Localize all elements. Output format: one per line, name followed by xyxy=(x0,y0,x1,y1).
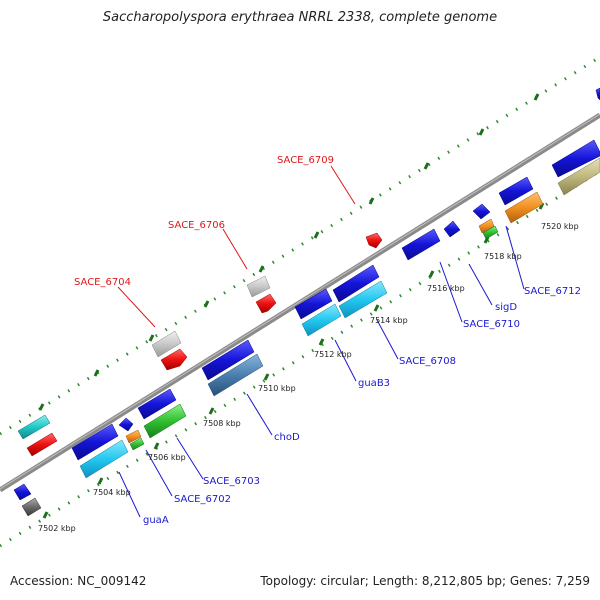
genome-backbone xyxy=(0,112,600,493)
gene-blue-far-right xyxy=(551,139,600,178)
gene-label-sace-6708: SACE_6708 xyxy=(399,356,456,367)
tick-label: 7516 kbp xyxy=(427,284,465,293)
gene-label-sace-6703: SACE_6703 xyxy=(203,476,260,487)
tick-label: 7504 kbp xyxy=(93,488,131,497)
gene-sace-6709 xyxy=(365,232,383,249)
gene-blue-7502 xyxy=(13,483,32,501)
bottom-gene-labels: guaA SACE_6702 SACE_6703 choD guaB3 SACE… xyxy=(143,286,581,526)
gene-red-left xyxy=(26,432,58,457)
gene-cyan-guaA xyxy=(79,439,129,479)
gene-blue-6708 xyxy=(332,264,380,303)
tick-label: 7510 kbp xyxy=(258,384,296,393)
tick-label: 7508 kbp xyxy=(203,419,241,428)
upper-features xyxy=(17,232,383,457)
genome-backbone-highlight xyxy=(0,113,600,490)
tick-label: 7502 kbp xyxy=(38,524,76,533)
gene-blue-sigD xyxy=(472,203,491,220)
gene-darkgrey-7502 xyxy=(21,497,42,517)
gene-steel-choD xyxy=(207,353,264,397)
scale-labels: 7502 kbp 7504 kbp 7506 kbp 7508 kbp 7510… xyxy=(38,222,579,533)
gene-orange-sigD xyxy=(478,218,495,234)
gene-blue-6710 xyxy=(401,228,441,261)
map-title: Saccharopolyspora erythraea NRRL 2338, c… xyxy=(102,10,498,25)
gene-label-sace-6704: SACE_6704 xyxy=(74,277,131,288)
gene-cyan-6708 xyxy=(338,280,388,319)
gene-red-6707 xyxy=(255,293,277,314)
gene-green-sigD xyxy=(482,225,499,240)
top-leader-lines xyxy=(117,165,356,328)
gene-green-6702 xyxy=(129,437,145,451)
gene-label-guaa: guaA xyxy=(143,515,169,526)
gene-label-sace-6712: SACE_6712 xyxy=(524,286,581,297)
gene-blue-6712 xyxy=(498,176,534,206)
outer-dotted-track xyxy=(0,55,600,436)
tick-label: 7518 kbp xyxy=(484,252,522,261)
topology-text: Topology: circular; Length: 8,212,805 bp… xyxy=(260,574,590,588)
gene-blue-6710b xyxy=(443,220,461,238)
tick-label: 7512 kbp xyxy=(314,350,352,359)
bottom-leader-lines xyxy=(118,225,525,518)
gene-red-6705 xyxy=(160,348,188,371)
gene-edge-top-right xyxy=(595,87,600,101)
tick-label: 7506 kbp xyxy=(148,453,186,462)
inner-dotted-track xyxy=(0,169,600,548)
gene-label-sace-6702: SACE_6702 xyxy=(174,494,231,505)
tick-label: 7514 kbp xyxy=(370,316,408,325)
lower-features xyxy=(13,87,600,517)
gene-sace-6704 xyxy=(151,330,182,358)
gene-label-sigd: sigD xyxy=(495,302,517,313)
gene-orange-6702 xyxy=(125,429,142,444)
gene-green-6703 xyxy=(143,403,187,439)
gene-blue-6702 xyxy=(118,417,134,432)
gene-sace-6706 xyxy=(246,275,271,298)
gene-cyan-guaB3 xyxy=(301,303,342,337)
gene-blue-6703 xyxy=(137,388,177,420)
gene-teal-left xyxy=(17,414,51,440)
gene-khaki-far-right xyxy=(557,157,600,196)
gene-label-sace-6710: SACE_6710 xyxy=(463,319,520,330)
gene-blue-choD-upper xyxy=(201,339,255,381)
top-gene-labels: SACE_6704 SACE_6706 SACE_6709 xyxy=(74,155,334,288)
gene-blue-guaB3 xyxy=(294,288,333,320)
gene-label-sace-6706: SACE_6706 xyxy=(168,220,225,231)
outer-tick-marks xyxy=(38,93,540,411)
gene-orange-6712 xyxy=(504,191,544,224)
gene-label-sace-6709: SACE_6709 xyxy=(277,155,334,166)
gene-blue-guaA-upper xyxy=(71,423,119,461)
gene-label-guab3: guaB3 xyxy=(358,378,390,389)
gene-label-chod: choD xyxy=(274,432,300,443)
tick-label: 7520 kbp xyxy=(541,222,579,231)
accession-text: Accession: NC_009142 xyxy=(10,574,147,588)
